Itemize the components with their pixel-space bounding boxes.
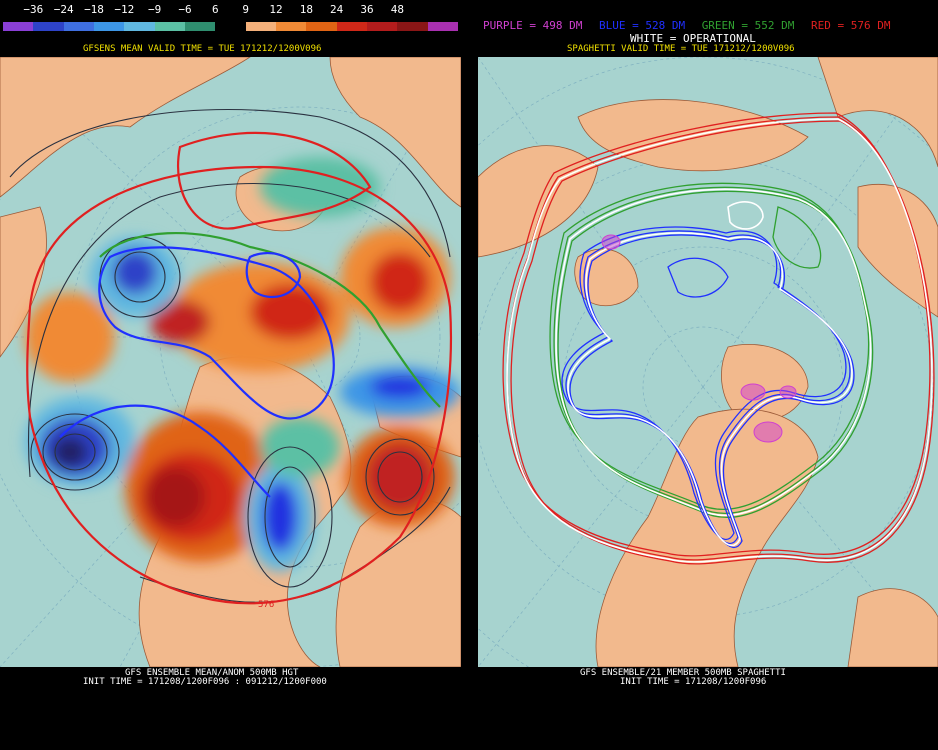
land-masses <box>478 57 938 667</box>
spaghetti-svg <box>478 57 938 667</box>
colorbar-label: −12 <box>114 3 135 16</box>
right-footer-line1: GFS ENSEMBLE/21 MEMBER 500MB SPAGHETTI <box>580 668 786 678</box>
colorbar-label: 24 <box>330 3 344 16</box>
colorbar-swatch <box>154 22 185 31</box>
colorbar-swatch <box>124 22 155 31</box>
colorbar-label: 12 <box>269 3 283 16</box>
spaghetti-legend: PURPLE = 498 DM BLUE = 528 DM GREEN = 55… <box>483 20 901 32</box>
right-header: SPAGHETTI VALID TIME = TUE 171212/1200V0… <box>567 44 795 54</box>
left-footer-line2: INIT TIME = 171208/1200F096 : 091212/120… <box>83 677 327 687</box>
legend-red: RED = 576 DM <box>811 19 891 32</box>
colorbar-swatch <box>366 22 398 31</box>
spaghetti-map <box>478 57 938 667</box>
contour-label-576: 576 <box>258 600 274 610</box>
colorbar-swatch <box>427 22 458 31</box>
legend-purple: PURPLE = 498 DM <box>483 19 583 32</box>
colorbar-label: 6 <box>212 3 219 16</box>
colorbar-label: 18 <box>299 3 313 16</box>
colorbar-swatch <box>275 22 307 31</box>
colorbar-label: 48 <box>390 3 404 16</box>
green-552-contours <box>549 182 874 519</box>
left-header: GFSENS MEAN VALID TIME = TUE 171212/1200… <box>83 44 322 54</box>
colorbar-swatch <box>306 22 337 31</box>
anomaly-colorbar: −36 −24 −18 −12 −9 −6 6 9 12 18 24 36 48 <box>3 4 458 31</box>
ensemble-mean-anomaly-map: 576 <box>0 57 461 667</box>
colorbar-swatch <box>397 22 428 31</box>
colorbar-label: −6 <box>178 3 192 16</box>
colorbar-swatches <box>3 22 458 31</box>
key-contours <box>26 131 453 605</box>
colorbar-swatch <box>245 22 276 31</box>
colorbar-swatch <box>63 22 94 31</box>
colorbar-label: 9 <box>242 3 249 16</box>
legend-blue: BLUE = 528 DM <box>598 19 686 32</box>
legend-green: GREEN = 552 DM <box>701 19 795 32</box>
colorbar-label: −18 <box>84 3 104 16</box>
colorbar-label: 36 <box>360 3 374 16</box>
colorbar-swatch <box>33 22 64 31</box>
right-footer-line2: INIT TIME = 171208/1200F096 <box>620 677 767 687</box>
colorbar-label: −36 <box>23 3 44 16</box>
colorbar-label: −24 <box>53 3 74 16</box>
colorbar-swatch <box>336 22 367 31</box>
blue-528-contours <box>561 201 855 549</box>
mean-anomaly-svg: 576 <box>0 57 461 667</box>
colorbar-swatch <box>215 22 246 31</box>
purple-498-contours <box>601 234 797 443</box>
left-footer-line1: GFS ENSEMBLE MEAN/ANOM 500MB HGT <box>125 668 299 678</box>
colorbar-swatch <box>3 22 34 31</box>
colorbar-swatch <box>93 22 125 31</box>
colorbar-label: −9 <box>148 3 162 16</box>
colorbar-swatch <box>184 22 216 31</box>
red-576-contours <box>502 112 935 565</box>
operational-note: WHITE = OPERATIONAL <box>630 32 756 45</box>
